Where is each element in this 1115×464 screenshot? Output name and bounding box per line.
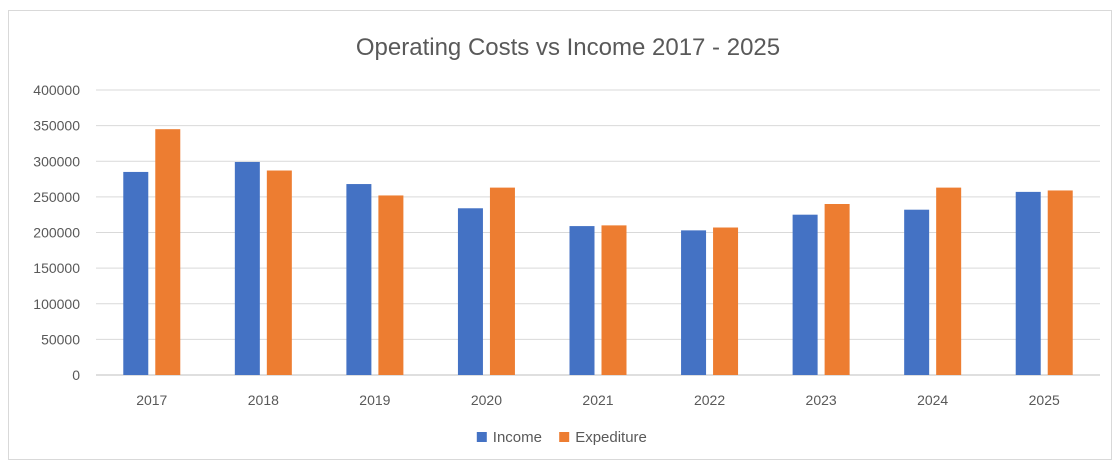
x-tick-label: 2025 — [1029, 392, 1060, 408]
y-tick-label: 300000 — [33, 153, 80, 169]
x-tick-label: 2024 — [917, 392, 948, 408]
legend-swatch — [476, 432, 487, 442]
y-tick-label: 200000 — [33, 225, 80, 241]
bar-expediture-2017 — [155, 129, 181, 375]
legend-item-income: Income — [476, 429, 542, 446]
bar-expediture-2021 — [601, 225, 627, 375]
y-tick-label: 150000 — [33, 260, 80, 276]
bar-expediture-2018 — [266, 170, 292, 375]
legend-item-expediture: Expediture — [559, 429, 647, 446]
y-tick-label: 50000 — [41, 331, 80, 347]
bar-expediture-2022 — [713, 227, 739, 375]
x-tick-label: 2023 — [806, 392, 837, 408]
bars — [123, 129, 1073, 375]
x-tick-label: 2020 — [471, 392, 502, 408]
bar-income-2024 — [904, 209, 930, 375]
bar-income-2017 — [123, 171, 149, 375]
bar-expediture-2019 — [378, 195, 404, 375]
bar-expediture-2024 — [936, 187, 962, 375]
bar-income-2023 — [792, 214, 818, 375]
bar-income-2025 — [1015, 191, 1041, 375]
bar-income-2018 — [234, 161, 260, 375]
y-tick-label: 0 — [72, 367, 80, 383]
x-tick-label: 2022 — [694, 392, 725, 408]
y-tick-label: 100000 — [33, 296, 80, 312]
gridlines — [96, 89, 1100, 376]
x-tick-label: 2021 — [582, 392, 613, 408]
y-axis-ticks: 0 50000 100000 150000 200000 250000 300000 3500… — [33, 82, 80, 383]
bar-income-2021 — [569, 226, 595, 375]
legend-swatch — [559, 432, 570, 442]
x-tick-label: 2017 — [136, 392, 167, 408]
legend: Income Expediture — [476, 429, 647, 446]
bar-expediture-2025 — [1047, 190, 1073, 375]
x-axis-ticks: 2017 2018 2019 2020 2021 2022 2023 2024 2025 — [136, 392, 1060, 408]
bar-income-2020 — [457, 208, 483, 375]
bar-income-2022 — [681, 230, 707, 375]
y-tick-label: 400000 — [33, 82, 80, 98]
legend-label: Expediture — [575, 429, 647, 446]
x-tick-label: 2018 — [248, 392, 279, 408]
legend-label: Income — [493, 429, 542, 446]
bar-income-2019 — [346, 184, 372, 375]
y-tick-label: 350000 — [33, 118, 80, 134]
x-tick-label: 2019 — [359, 392, 390, 408]
chart-title: Operating Costs vs Income 2017 - 2025 — [356, 34, 780, 61]
bar-expediture-2020 — [489, 187, 515, 375]
y-tick-label: 250000 — [33, 189, 80, 205]
bar-expediture-2023 — [824, 204, 850, 375]
